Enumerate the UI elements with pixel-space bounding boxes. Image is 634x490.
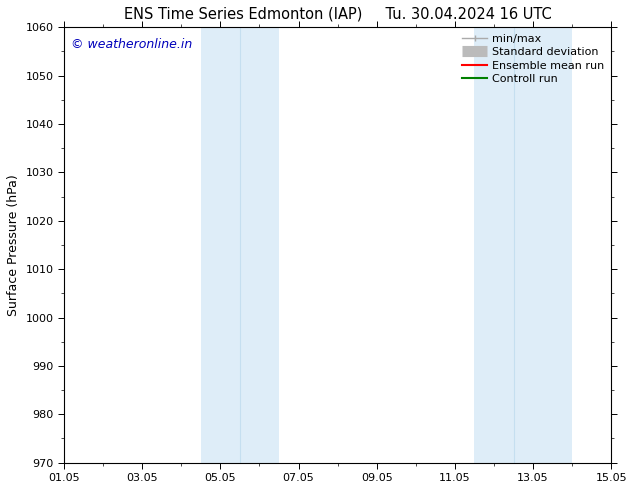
Bar bbox=[201, 27, 279, 463]
Legend: min/max, Standard deviation, Ensemble mean run, Controll run: min/max, Standard deviation, Ensemble me… bbox=[458, 29, 609, 88]
Y-axis label: Surface Pressure (hPa): Surface Pressure (hPa) bbox=[7, 174, 20, 316]
Bar bbox=[474, 27, 572, 463]
Title: ENS Time Series Edmonton (IAP)     Tu. 30.04.2024 16 UTC: ENS Time Series Edmonton (IAP) Tu. 30.04… bbox=[124, 7, 552, 22]
Text: © weatheronline.in: © weatheronline.in bbox=[70, 38, 192, 51]
